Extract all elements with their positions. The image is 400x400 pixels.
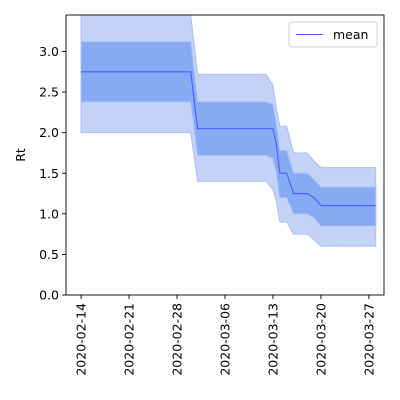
axes: 0.0 0.5 1.0 1.5 2.0 2.5 3.0 2020-02-14 2020-02-2…: [39, 14, 385, 376]
x-tick-label: 2020-03-06: [218, 303, 233, 376]
y-tick-label: 3.0: [39, 44, 59, 59]
x-tick-label: 2020-03-27: [361, 303, 376, 376]
x-tick-label: 2020-03-13: [265, 303, 280, 376]
legend-box: [288, 21, 378, 48]
x-tick-label: 2020-02-28: [170, 303, 185, 376]
y-tick-label: 1.0: [39, 206, 59, 221]
x-tick-label: 2020-02-21: [122, 303, 137, 376]
x-tick-label: 2020-02-14: [74, 303, 89, 376]
series-line-mean: [81, 71, 376, 207]
legend-label-mean: mean: [333, 27, 368, 42]
y-tick-label: 2.5: [39, 85, 59, 100]
y-axis-label: Rt: [13, 148, 28, 162]
inner-credible-band: [80, 41, 377, 227]
x-tick-label: 2020-03-20: [313, 303, 328, 376]
plot-area: [80, 15, 377, 247]
y-tick-label: 2.0: [39, 125, 59, 140]
y-tick-label: 1.5: [39, 166, 59, 181]
y-tick-label: 0.5: [39, 247, 59, 262]
y-tick-label: 0.0: [39, 288, 59, 303]
legend: mean: [288, 21, 378, 48]
